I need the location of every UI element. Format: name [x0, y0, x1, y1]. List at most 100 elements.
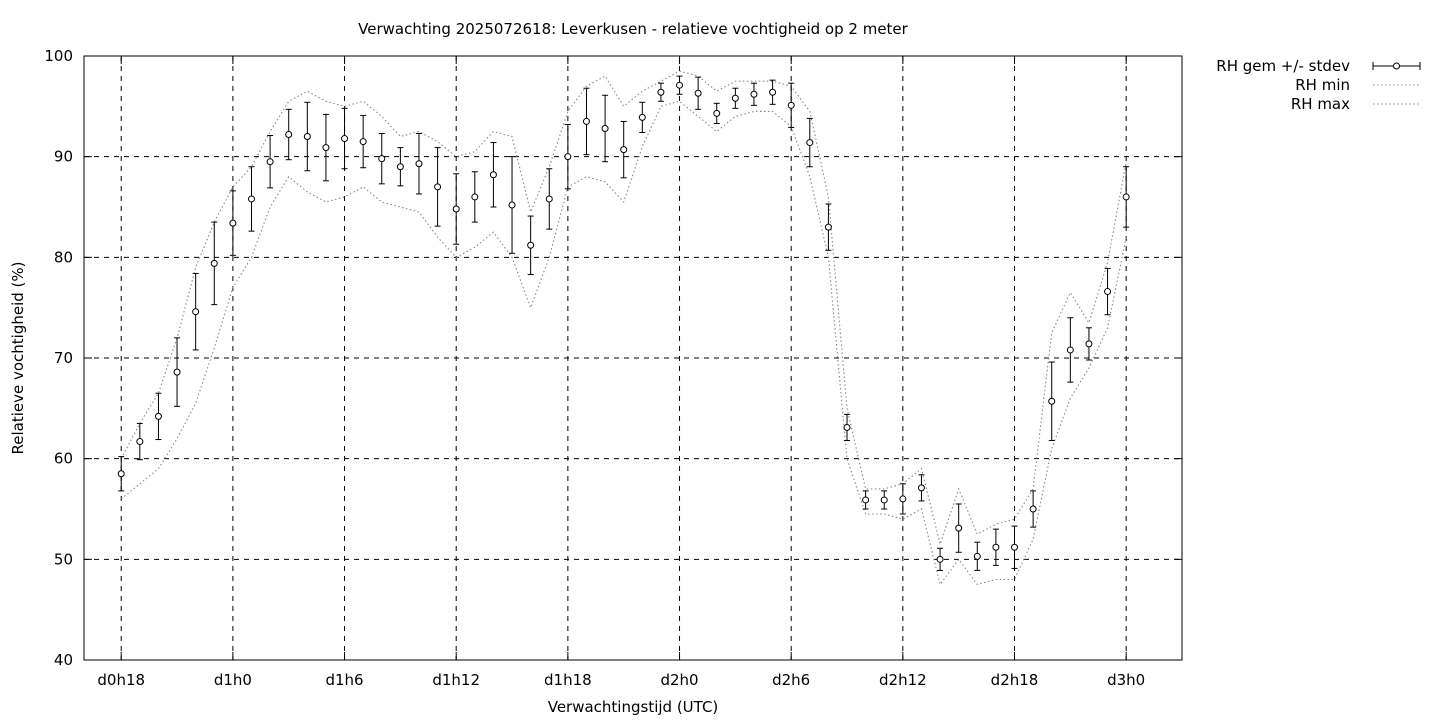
- mean-marker: [210, 259, 218, 267]
- rh-mean-point: [694, 76, 702, 110]
- rh-mean-point: [173, 337, 181, 407]
- mean-marker: [1104, 288, 1112, 296]
- mean-marker: [955, 524, 963, 532]
- rh-mean-point: [917, 474, 925, 502]
- mean-marker: [582, 117, 590, 125]
- mean-marker: [173, 368, 181, 376]
- rh-mean-point: [210, 221, 218, 306]
- mean-marker: [1122, 193, 1130, 201]
- y-tick-label: 80: [54, 248, 73, 266]
- rh-mean-point: [601, 94, 609, 163]
- mean-marker: [1048, 397, 1056, 405]
- mean-marker: [341, 135, 349, 143]
- mean-marker: [229, 219, 237, 227]
- x-tick-label: d2h12: [879, 671, 927, 689]
- mean-marker: [992, 543, 1000, 551]
- mean-marker: [787, 101, 795, 109]
- rh-mean-point: [452, 173, 460, 245]
- x-tick-label: d0h18: [97, 671, 145, 689]
- chart-title: Verwachting 2025072618: Leverkusen - rel…: [358, 20, 909, 38]
- mean-marker: [192, 308, 200, 316]
- rh-min-line: [120, 100, 1127, 586]
- rh-mean-point: [787, 82, 795, 128]
- rh-mean-point: [824, 203, 832, 251]
- y-axis-label: Relatieve vochtigheid (%): [9, 261, 27, 454]
- mean-marker: [452, 205, 460, 213]
- rh-mean-point: [303, 101, 311, 172]
- mean-marker: [1011, 543, 1019, 551]
- rh-mean-point: [936, 547, 944, 571]
- rh-mean-point: [1029, 490, 1037, 528]
- mean-marker: [489, 171, 497, 179]
- x-tick-label: d1h0: [214, 671, 252, 689]
- rh-mean-point: [322, 113, 330, 182]
- rh-mean-point: [1104, 267, 1112, 316]
- y-tick-label: 40: [54, 651, 73, 669]
- mean-marker: [508, 201, 516, 209]
- rh-mean-point: [192, 272, 200, 351]
- y-tick-label: 90: [54, 148, 73, 166]
- mean-marker: [917, 484, 925, 492]
- mean-marker: [862, 496, 870, 504]
- mean-marker: [322, 144, 330, 152]
- rh-mean-point: [527, 215, 535, 275]
- rh-mean-point: [415, 133, 423, 195]
- grid: [84, 56, 1182, 660]
- rh-mean-point: [247, 166, 255, 232]
- y-tick-label: 50: [54, 550, 73, 568]
- x-tick-label: d1h6: [325, 671, 363, 689]
- rh-mean-point: [676, 75, 684, 95]
- rh-mean-point: [582, 87, 590, 156]
- legend-label: RH min: [1295, 76, 1350, 94]
- mean-marker: [694, 89, 702, 97]
- mean-marker: [545, 195, 553, 203]
- mean-marker: [117, 470, 125, 478]
- legend-marker: [1393, 62, 1400, 70]
- mean-marker: [136, 438, 144, 446]
- rh-mean-point: [359, 114, 367, 169]
- mean-marker: [1085, 340, 1093, 348]
- mean-marker: [638, 113, 646, 121]
- rh-mean-point: [229, 190, 237, 256]
- rh-mean-point: [880, 490, 888, 510]
- mean-marker: [1029, 505, 1037, 513]
- mean-marker: [303, 133, 311, 141]
- rh-mean-point: [955, 503, 963, 553]
- rh-mean-point: [434, 147, 442, 227]
- rh-mean-point: [620, 120, 628, 179]
- mean-marker: [1066, 346, 1074, 354]
- x-tick-label: d2h18: [991, 671, 1039, 689]
- rh-mean-point: [638, 101, 646, 134]
- mean-marker: [657, 88, 665, 96]
- x-tick-label: d1h18: [544, 671, 592, 689]
- mean-marker: [899, 495, 907, 503]
- rh-mean-point: [1066, 317, 1074, 383]
- rh-mean-point: [285, 108, 293, 161]
- mean-marker: [601, 124, 609, 132]
- mean-marker: [154, 412, 162, 420]
- rh-mean-point: [266, 135, 274, 189]
- rh-mean-point: [657, 82, 665, 102]
- mean-marker: [378, 155, 386, 163]
- y-tick-label: 60: [54, 450, 73, 468]
- rh-mean-point: [1048, 361, 1056, 442]
- rh-mean-point: [396, 147, 404, 187]
- x-tick-label: d2h0: [660, 671, 698, 689]
- mean-marker: [936, 555, 944, 563]
- rh-mean-point: [508, 156, 516, 254]
- rh-mean-point: [341, 107, 349, 170]
- mean-marker: [731, 94, 739, 102]
- rh-mean-point: [1122, 166, 1130, 228]
- mean-marker: [396, 163, 404, 171]
- y-tick-label: 70: [54, 349, 73, 367]
- rh-mean-point: [862, 490, 870, 510]
- legend-label: RH max: [1291, 95, 1350, 113]
- rh-mean-point: [713, 102, 721, 124]
- mean-marker: [750, 90, 758, 98]
- rh-mean-point: [843, 413, 851, 442]
- rh-mean-point: [378, 133, 386, 185]
- rh-mean-point: [136, 422, 144, 461]
- rh-mean-point: [769, 79, 777, 105]
- mean-marker: [769, 88, 777, 96]
